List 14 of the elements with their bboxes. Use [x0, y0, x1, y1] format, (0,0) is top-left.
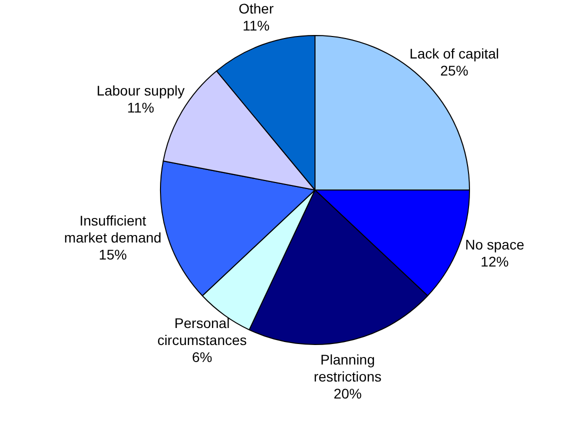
data-label: 11% [242, 17, 270, 34]
slice-label: Labour supply [96, 82, 185, 99]
slice-label: Lack of capital [410, 46, 500, 62]
data-label: 12% [480, 253, 509, 270]
slice-label: Insufficient market demand [64, 212, 162, 246]
data-label: 15% [98, 246, 127, 263]
data-label: 20% [334, 386, 362, 402]
data-label: 25% [440, 62, 468, 79]
data-label: 11% [127, 100, 154, 116]
slice-label: No space [465, 236, 524, 252]
slice-label: Planning restrictions [314, 352, 382, 385]
slice-label: Other [238, 0, 274, 16]
data-label: 6% [192, 349, 212, 366]
slice-label: Personal circumstances [157, 315, 247, 348]
